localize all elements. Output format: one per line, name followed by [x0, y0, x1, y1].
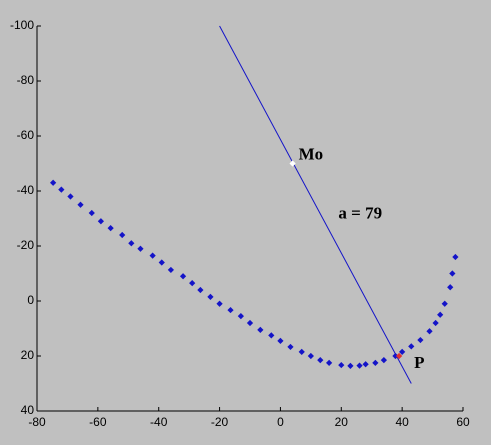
- marker: [347, 362, 354, 370]
- marker: [128, 240, 135, 247]
- marker: [395, 352, 403, 360]
- marker: [362, 361, 369, 368]
- marker: [97, 218, 105, 225]
- marker: [426, 328, 433, 335]
- marker: [107, 225, 114, 232]
- x-tick-label: -20: [211, 415, 229, 429]
- marker: [227, 306, 234, 314]
- marker: [338, 361, 345, 369]
- x-tick-label: -40: [150, 415, 168, 429]
- x-tick-label: -60: [89, 415, 107, 429]
- marker: [356, 362, 363, 369]
- y-tick-label: -60: [17, 128, 35, 142]
- marker: [449, 270, 456, 277]
- marker: [189, 280, 196, 287]
- marker: [119, 231, 126, 239]
- marker: [441, 300, 448, 307]
- y-tick-label: 40: [21, 403, 35, 417]
- x-tick-label: 20: [335, 415, 349, 429]
- x-tick-label: -80: [28, 415, 46, 429]
- marker: [326, 359, 333, 366]
- marker: [77, 201, 84, 208]
- y-tick-label: -40: [17, 183, 35, 197]
- marker: [197, 286, 204, 294]
- marker: [257, 326, 264, 333]
- annotation: a = 79: [338, 204, 382, 223]
- marker: [372, 359, 379, 366]
- marker: [417, 336, 424, 344]
- marker: [437, 311, 444, 318]
- marker: [207, 293, 214, 300]
- marker: [408, 343, 415, 350]
- x-tick-label: 40: [395, 415, 409, 429]
- x-tick-label: 0: [277, 415, 284, 429]
- y-tick-label: 0: [27, 293, 34, 307]
- marker: [268, 332, 275, 339]
- x-tick-label: 60: [456, 415, 470, 429]
- y-tick-label: -100: [10, 18, 34, 32]
- marker: [179, 273, 187, 280]
- y-tick-label: -20: [17, 238, 35, 252]
- y-tick-label: -80: [17, 73, 35, 87]
- annotation: Mo: [299, 144, 324, 163]
- marker: [399, 348, 406, 355]
- marker: [452, 253, 459, 261]
- marker: [149, 252, 156, 259]
- y-tick-label: 20: [21, 348, 35, 362]
- line: [219, 25, 412, 384]
- marker: [307, 352, 314, 360]
- marker: [246, 319, 254, 327]
- marker: [216, 300, 223, 307]
- marker: [50, 179, 57, 186]
- marker: [137, 245, 144, 252]
- marker: [158, 259, 165, 266]
- marker: [380, 357, 387, 364]
- marker: [277, 337, 284, 344]
- marker: [167, 266, 174, 274]
- marker: [447, 284, 454, 291]
- marker: [67, 193, 74, 200]
- marker: [58, 186, 65, 193]
- marker: [88, 209, 95, 217]
- marker: [298, 348, 305, 355]
- marker: [237, 313, 244, 320]
- marker: [287, 343, 294, 351]
- annotation: P: [414, 353, 424, 372]
- marker: [317, 357, 324, 364]
- marker: [432, 319, 439, 327]
